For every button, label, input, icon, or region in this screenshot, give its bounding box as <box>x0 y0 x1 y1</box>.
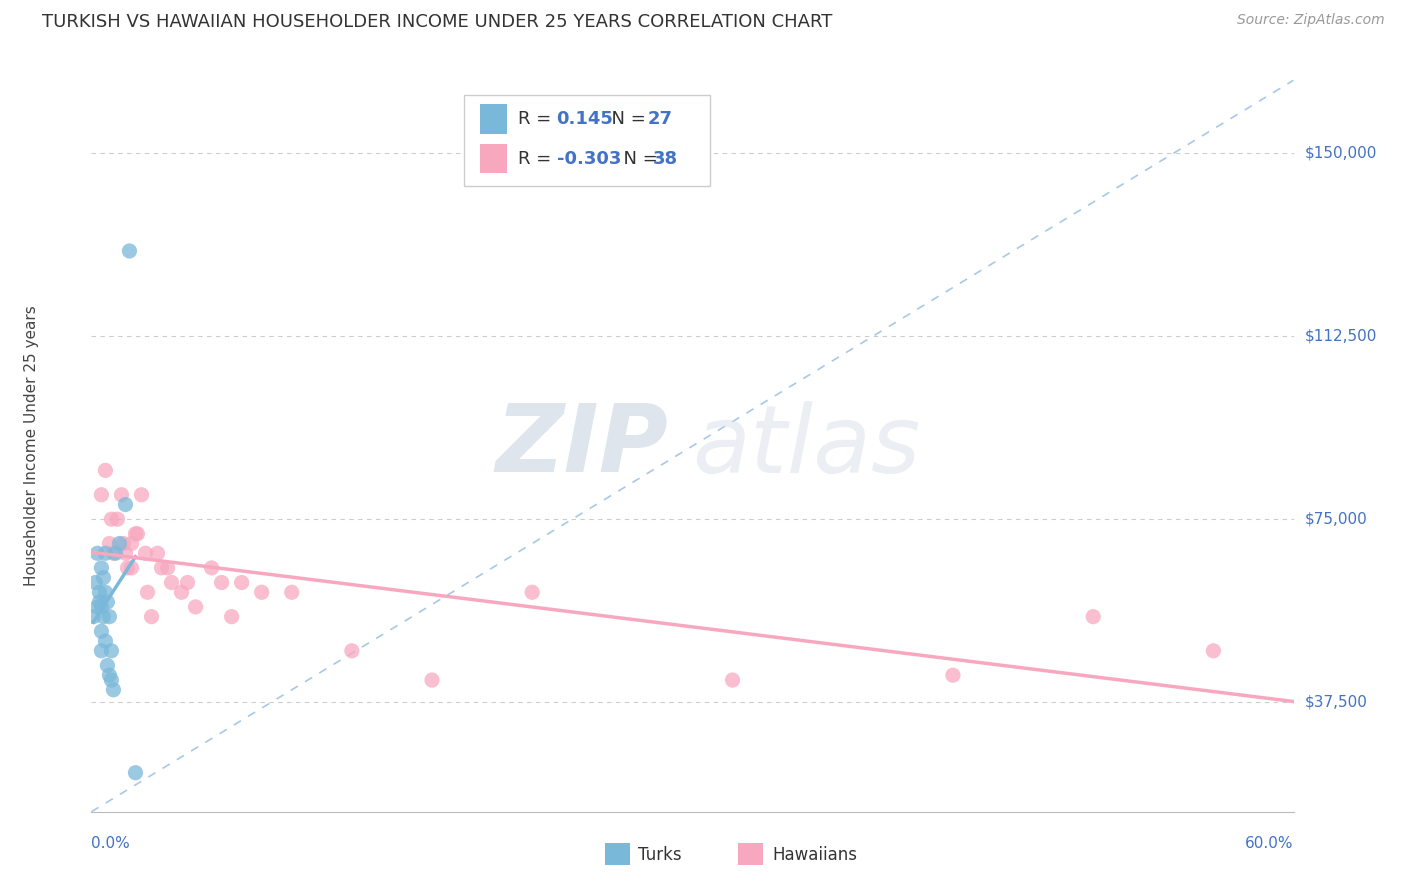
Point <box>250 585 273 599</box>
Point <box>103 546 125 560</box>
Point <box>96 658 118 673</box>
Point <box>942 668 965 682</box>
Point <box>231 575 253 590</box>
Point <box>93 571 115 585</box>
Point <box>420 673 443 687</box>
Point <box>100 644 122 658</box>
Point <box>90 624 112 639</box>
Point <box>98 609 121 624</box>
Point <box>281 585 304 599</box>
Text: $150,000: $150,000 <box>1305 146 1376 161</box>
Point <box>1083 609 1105 624</box>
Text: $75,000: $75,000 <box>1305 512 1368 526</box>
Text: Source: ZipAtlas.com: Source: ZipAtlas.com <box>1237 13 1385 28</box>
Text: R =: R = <box>519 110 557 128</box>
Text: -0.303: -0.303 <box>557 150 621 168</box>
Text: Hawaiians: Hawaiians <box>772 846 856 863</box>
Point <box>90 561 112 575</box>
Point <box>94 546 117 560</box>
Text: Householder Income Under 25 years: Householder Income Under 25 years <box>24 306 39 586</box>
Point <box>141 609 163 624</box>
Point <box>117 561 139 575</box>
Point <box>721 673 744 687</box>
Bar <box>479 104 508 134</box>
Text: R =: R = <box>519 150 557 168</box>
Point <box>98 668 121 682</box>
Text: 27: 27 <box>648 110 673 128</box>
Text: $37,500: $37,500 <box>1305 695 1368 709</box>
Point <box>90 599 112 614</box>
Point <box>1202 644 1225 658</box>
Text: TURKISH VS HAWAIIAN HOUSEHOLDER INCOME UNDER 25 YEARS CORRELATION CHART: TURKISH VS HAWAIIAN HOUSEHOLDER INCOME U… <box>42 13 832 31</box>
Point <box>107 512 129 526</box>
Point <box>124 765 146 780</box>
Point <box>114 546 136 560</box>
Point <box>118 244 141 258</box>
Point <box>150 561 173 575</box>
Point <box>221 609 243 624</box>
Point <box>89 585 111 599</box>
Point <box>89 595 111 609</box>
Point <box>93 609 115 624</box>
Point <box>82 609 104 624</box>
Point <box>176 575 198 590</box>
Point <box>94 585 117 599</box>
Point <box>340 644 363 658</box>
Text: Turks: Turks <box>638 846 682 863</box>
Point <box>131 488 153 502</box>
Point <box>103 682 125 697</box>
Point <box>94 634 117 648</box>
Point <box>86 546 108 560</box>
Point <box>94 463 117 477</box>
Point <box>170 585 193 599</box>
Point <box>86 599 108 614</box>
Point <box>104 546 127 560</box>
Point <box>211 575 233 590</box>
Text: 0.0%: 0.0% <box>91 836 131 851</box>
Point <box>108 536 131 550</box>
Point <box>96 595 118 609</box>
Text: 0.145: 0.145 <box>557 110 613 128</box>
Point <box>90 644 112 658</box>
Point <box>146 546 169 560</box>
Point <box>127 526 149 541</box>
Point <box>100 673 122 687</box>
Text: N =: N = <box>612 150 664 168</box>
Point <box>134 546 156 560</box>
Point <box>121 561 143 575</box>
Point <box>112 536 135 550</box>
Point <box>121 536 143 550</box>
Text: 60.0%: 60.0% <box>1246 836 1294 851</box>
Point <box>124 526 146 541</box>
Text: N =: N = <box>600 110 651 128</box>
Text: atlas: atlas <box>692 401 921 491</box>
Point <box>136 585 159 599</box>
Text: $112,500: $112,500 <box>1305 329 1376 343</box>
Bar <box>479 144 508 173</box>
Point <box>98 536 121 550</box>
Point <box>110 488 132 502</box>
Point <box>114 498 136 512</box>
Point <box>156 561 179 575</box>
Point <box>84 575 107 590</box>
Point <box>100 512 122 526</box>
Point <box>90 488 112 502</box>
Point <box>522 585 544 599</box>
Text: 38: 38 <box>652 150 678 168</box>
FancyBboxPatch shape <box>464 95 710 186</box>
Point <box>184 599 207 614</box>
Point <box>201 561 224 575</box>
Point <box>160 575 183 590</box>
Text: ZIP: ZIP <box>495 400 668 492</box>
